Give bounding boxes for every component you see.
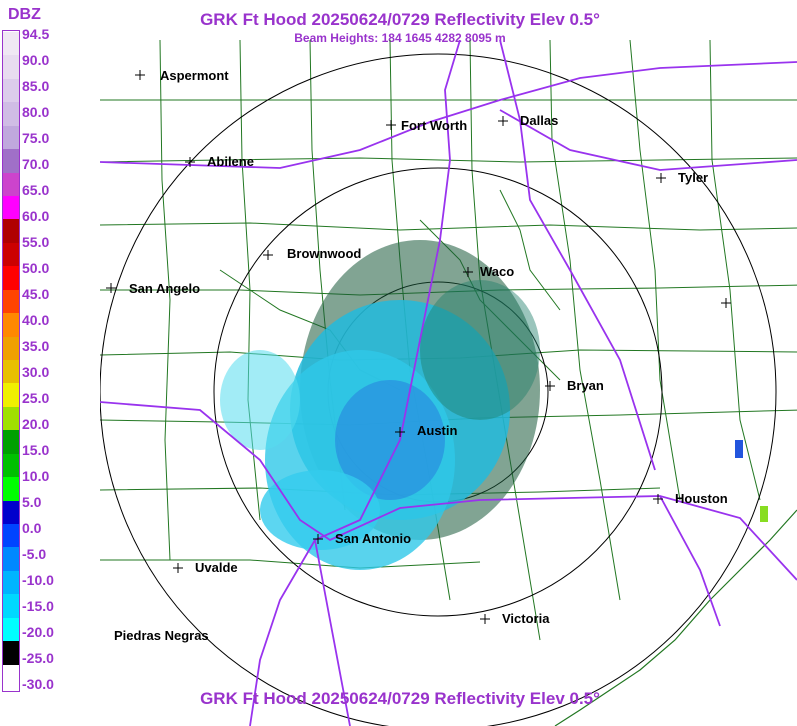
legend-label: 40.0 <box>22 312 50 328</box>
legend-label: 94.5 <box>22 26 50 42</box>
city-austin[interactable]: Austin <box>395 423 458 438</box>
map-title: GRK Ft Hood 20250624/0729 Reflectivity E… <box>200 10 600 29</box>
legend-label: 65.0 <box>22 182 50 198</box>
legend-swatch <box>3 641 19 666</box>
city-label: Abilene <box>207 154 254 169</box>
legend-swatch <box>3 500 19 525</box>
legend-label: -30.0 <box>22 676 54 692</box>
legend-swatch <box>3 336 19 361</box>
legend-label: 70.0 <box>22 156 50 172</box>
radar-echoes <box>220 240 768 570</box>
city-houston[interactable]: Houston <box>653 491 728 506</box>
legend-label: 0.0 <box>22 520 42 536</box>
map-title-bottom: GRK Ft Hood 20250624/0729 Reflectivity E… <box>200 689 600 708</box>
city-label: Uvalde <box>195 560 238 575</box>
legend-label: 25.0 <box>22 390 50 406</box>
city-brownwood[interactable]: Brownwood <box>263 246 361 261</box>
legend-label: 75.0 <box>22 130 50 146</box>
legend-swatch <box>3 242 19 267</box>
legend-label: 90.0 <box>22 52 50 68</box>
city-label: Victoria <box>502 611 550 626</box>
legend-label: 20.0 <box>22 416 50 432</box>
legend-label: 10.0 <box>22 468 50 484</box>
city-label: Bryan <box>567 378 604 393</box>
city-label: Fort Worth <box>401 118 467 133</box>
city-fort-worth[interactable]: Fort Worth <box>386 118 467 133</box>
city-label: Aspermont <box>160 68 229 83</box>
legend-swatch <box>3 664 19 689</box>
legend-label: 60.0 <box>22 208 50 224</box>
legend-swatch <box>3 32 19 56</box>
legend-swatch <box>3 430 19 455</box>
legend-swatch <box>3 477 19 502</box>
legend-swatch <box>3 219 19 244</box>
city-aspermont[interactable]: Aspermont <box>135 68 229 83</box>
city-waco[interactable]: Waco <box>463 264 514 279</box>
city-abilene[interactable]: Abilene <box>185 154 254 169</box>
legend-swatch <box>3 289 19 314</box>
legend-title: DBZ <box>8 6 41 23</box>
legend-swatch <box>3 55 19 80</box>
coastline <box>554 509 797 726</box>
city-unnamed-marker[interactable] <box>721 298 731 308</box>
city-label: San Angelo <box>129 281 200 296</box>
city-victoria[interactable]: Victoria <box>480 611 550 626</box>
legend-label: 45.0 <box>22 286 50 302</box>
legend-swatch <box>3 406 19 431</box>
legend-swatch <box>3 196 19 220</box>
legend-label: 80.0 <box>22 104 50 120</box>
city-markers: Aspermont Fort Worth Dallas Abilene Tyle… <box>106 68 731 643</box>
legend-label: 50.0 <box>22 260 50 276</box>
legend-label: -15.0 <box>22 598 54 614</box>
legend-swatch <box>3 547 19 572</box>
legend-swatch <box>3 617 19 642</box>
legend-swatch <box>3 383 19 408</box>
legend-swatch <box>3 266 19 291</box>
legend-swatch <box>3 453 19 478</box>
legend-label: -5.0 <box>22 546 47 562</box>
city-uvalde[interactable]: Uvalde <box>173 560 238 575</box>
legend-label: 35.0 <box>22 338 50 354</box>
legend-label: -25.0 <box>22 650 54 666</box>
city-label: Dallas <box>520 113 558 128</box>
city-san-antonio[interactable]: San Antonio <box>313 531 411 546</box>
legend-swatch <box>3 125 19 150</box>
legend-label: 55.0 <box>22 234 50 250</box>
radar-map[interactable]: Aspermont Fort Worth Dallas Abilene Tyle… <box>100 40 797 726</box>
highways <box>100 40 797 726</box>
city-label: Waco <box>480 264 514 279</box>
legend-swatch <box>3 524 19 548</box>
city-label: Houston <box>675 491 728 506</box>
legend-swatch <box>3 313 19 338</box>
legend-swatch <box>3 149 19 174</box>
city-bryan[interactable]: Bryan <box>545 378 604 393</box>
legend-swatch <box>3 172 19 197</box>
city-san-angelo[interactable]: San Angelo <box>106 281 200 296</box>
legend-frame <box>2 30 20 692</box>
city-piedras-negras: Piedras Negras <box>114 628 209 643</box>
city-label: Austin <box>417 423 458 438</box>
city-dallas[interactable]: Dallas <box>498 113 558 128</box>
legend-swatch <box>3 102 19 127</box>
city-label: Tyler <box>678 170 708 185</box>
city-label: San Antonio <box>335 531 411 546</box>
legend-label: 15.0 <box>22 442 50 458</box>
legend-swatch <box>3 570 19 595</box>
legend-label: 85.0 <box>22 78 50 94</box>
legend-label: 5.0 <box>22 494 42 510</box>
legend-label: -10.0 <box>22 572 54 588</box>
legend-swatch <box>3 360 19 384</box>
city-tyler[interactable]: Tyler <box>656 170 708 185</box>
legend-swatch <box>3 594 19 619</box>
legend-label: -20.0 <box>22 624 54 640</box>
legend-label: 30.0 <box>22 364 50 380</box>
legend-swatch <box>3 78 19 103</box>
city-label: Brownwood <box>287 246 361 261</box>
beam-heights-subtitle: Beam Heights: 184 1645 4282 8095 m <box>294 31 506 45</box>
